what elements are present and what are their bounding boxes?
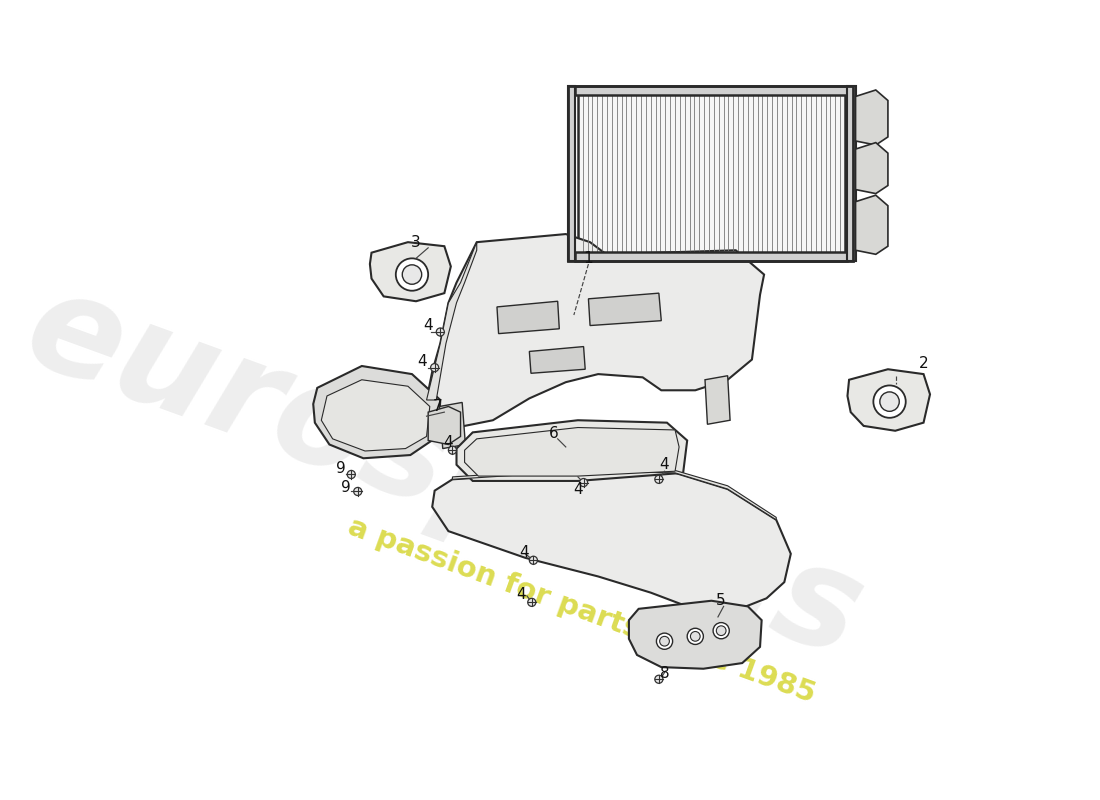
Circle shape <box>529 556 538 564</box>
Polygon shape <box>569 86 575 261</box>
Polygon shape <box>856 142 888 194</box>
Text: 9: 9 <box>336 462 345 476</box>
Polygon shape <box>440 402 465 449</box>
Polygon shape <box>456 420 688 481</box>
Circle shape <box>691 631 700 642</box>
Polygon shape <box>370 242 451 302</box>
Circle shape <box>430 363 439 372</box>
Circle shape <box>528 598 536 606</box>
Circle shape <box>437 328 444 336</box>
Circle shape <box>880 392 900 411</box>
Circle shape <box>354 487 362 495</box>
Text: 4: 4 <box>660 458 669 472</box>
Polygon shape <box>314 366 440 458</box>
Circle shape <box>713 622 729 638</box>
Polygon shape <box>464 427 679 476</box>
Polygon shape <box>705 376 730 424</box>
Circle shape <box>716 626 726 635</box>
Circle shape <box>654 675 663 683</box>
Text: 8: 8 <box>660 666 669 681</box>
Circle shape <box>403 265 421 284</box>
Text: 4: 4 <box>516 586 526 602</box>
Polygon shape <box>575 252 847 261</box>
Text: 5: 5 <box>716 594 726 608</box>
Circle shape <box>688 628 703 645</box>
Text: 4: 4 <box>519 545 528 560</box>
Polygon shape <box>452 469 777 520</box>
Circle shape <box>396 258 428 290</box>
Text: 4: 4 <box>443 435 453 450</box>
Text: 2: 2 <box>918 356 928 371</box>
Text: 6: 6 <box>549 426 559 442</box>
Polygon shape <box>432 471 791 609</box>
Polygon shape <box>847 370 930 430</box>
Text: 4: 4 <box>424 318 433 333</box>
Circle shape <box>873 386 905 418</box>
Polygon shape <box>427 234 764 428</box>
Polygon shape <box>629 601 761 669</box>
Text: 7: 7 <box>433 399 442 414</box>
Polygon shape <box>578 93 845 254</box>
Circle shape <box>657 633 672 650</box>
Text: 9: 9 <box>341 480 351 495</box>
Polygon shape <box>856 195 888 254</box>
Polygon shape <box>856 90 888 145</box>
Text: 4: 4 <box>573 482 583 497</box>
Text: a passion for parts since 1985: a passion for parts since 1985 <box>344 513 820 708</box>
Polygon shape <box>588 293 661 326</box>
Circle shape <box>660 636 670 646</box>
Circle shape <box>348 470 355 478</box>
Text: 4: 4 <box>418 354 427 369</box>
Polygon shape <box>529 346 585 374</box>
Polygon shape <box>575 86 847 95</box>
Polygon shape <box>497 302 559 334</box>
Polygon shape <box>427 242 476 400</box>
Circle shape <box>449 446 456 454</box>
Polygon shape <box>847 86 856 261</box>
Text: 1: 1 <box>584 251 593 266</box>
Polygon shape <box>321 380 430 451</box>
Text: 3: 3 <box>411 234 421 250</box>
Circle shape <box>654 475 663 483</box>
Polygon shape <box>428 406 461 445</box>
Text: eurospares: eurospares <box>9 259 880 686</box>
Circle shape <box>580 478 587 486</box>
